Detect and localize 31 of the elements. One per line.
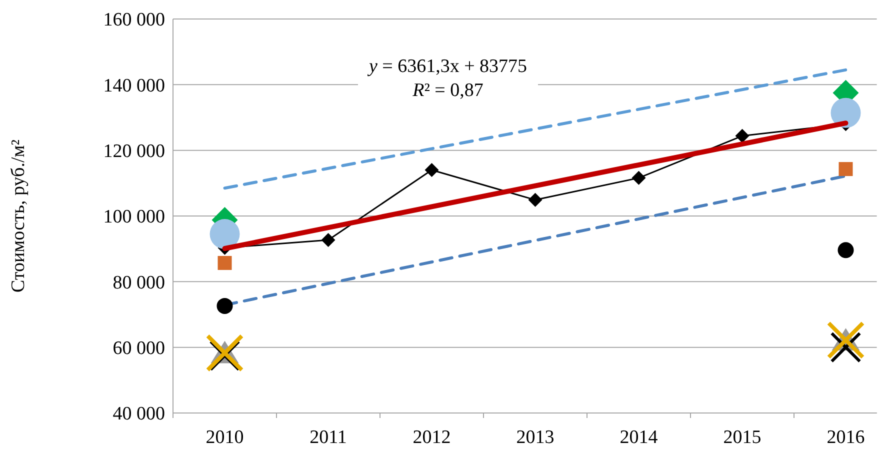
- annotation: y = 6361,3x + 83775: [366, 56, 528, 77]
- annotation: R² = 0,87: [412, 80, 484, 101]
- x-tick-label: 2015: [723, 427, 762, 448]
- point: [210, 219, 240, 250]
- x-tick-label: 2016: [826, 427, 865, 448]
- point: [218, 256, 232, 270]
- x-tick-label: 2012: [412, 427, 451, 448]
- point: [826, 321, 865, 360]
- x-tick-label: 2013: [516, 427, 554, 448]
- y-tick-label: 40 000: [112, 404, 165, 425]
- point: [838, 162, 853, 176]
- y-tick-label: 160 000: [103, 10, 165, 31]
- x-tick-label: 2011: [310, 427, 347, 448]
- point: [206, 334, 244, 372]
- point: [216, 298, 233, 314]
- y-tick-label: 120 000: [103, 140, 165, 162]
- y-tick-label: 140 000: [103, 75, 165, 96]
- point: [632, 170, 646, 185]
- y-axis-title: Стоимость, руб./м²: [8, 139, 29, 292]
- point: [838, 242, 854, 258]
- x-tick-label: 2014: [620, 427, 658, 448]
- point: [735, 128, 750, 143]
- y-tick-label: 60 000: [112, 338, 165, 359]
- point: [830, 98, 861, 128]
- point: [321, 232, 336, 247]
- x-tick-label: 2010: [206, 427, 244, 448]
- point: [830, 332, 862, 363]
- point: [528, 192, 542, 207]
- y-tick-label: 100 000: [103, 206, 165, 228]
- point: [424, 163, 439, 178]
- y-tick-label: 80 000: [112, 272, 165, 294]
